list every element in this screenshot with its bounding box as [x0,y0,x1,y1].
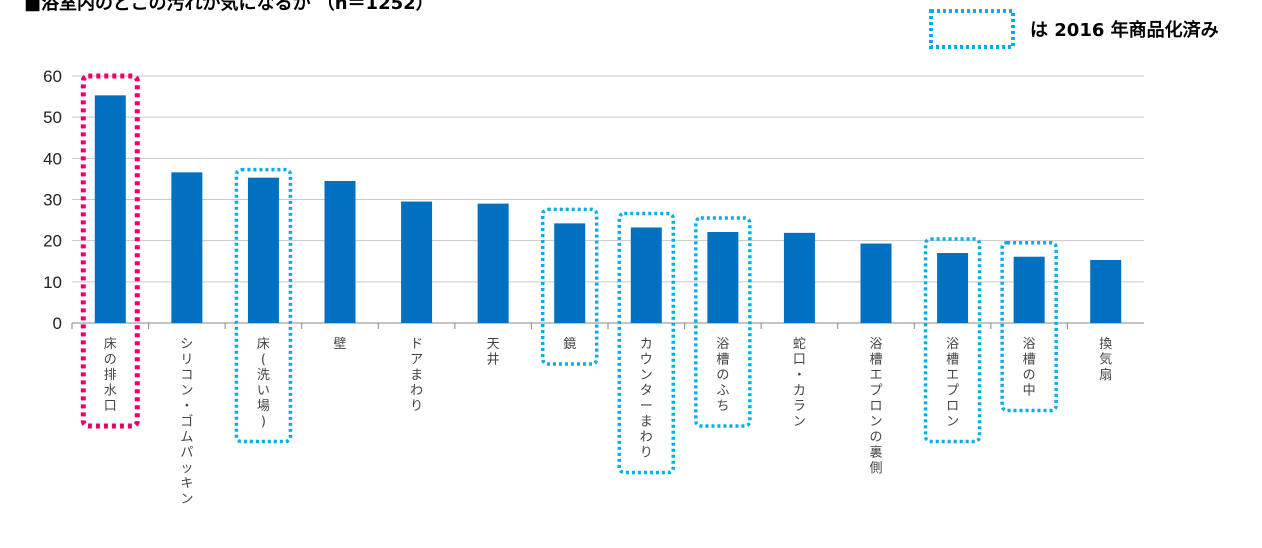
x-tick-label: カウンターまわり [640,337,653,461]
chart-title: ■浴室内のどこの汚れが気になるか （n＝1252） [24,0,434,14]
y-tick-label: 10 [43,273,62,292]
bar [477,203,509,323]
y-tick-label: 20 [43,232,62,251]
x-tick-label: 床の排水口 [104,337,117,414]
bar [1090,260,1122,323]
y-tick-label: 50 [43,108,62,127]
x-tick-label: シリコン・ゴムパッキン [180,337,193,507]
bar [171,172,203,323]
bar [937,253,969,323]
bar [324,180,356,323]
y-tick-label: 60 [43,67,62,86]
x-tick-label: 壁 [333,337,346,352]
bar [630,227,662,323]
bar [783,232,815,323]
bar [247,177,279,323]
x-tick-label: 浴槽の中 [1023,337,1036,399]
x-tick-label: 床(洗い場) [257,337,270,430]
commercialized-box [694,216,752,428]
x-tick-label: 鏡 [563,337,576,352]
commercialized-box [617,211,676,475]
bar [401,201,433,323]
y-tick-label: 0 [53,314,62,333]
bar [1013,256,1045,323]
x-tick-label: 浴槽エプロン [946,337,959,430]
bar [94,95,126,324]
x-tick-label: 天井 [487,337,500,368]
x-tick-label: 浴槽エプロンの裏側 [869,337,882,476]
bar [554,223,586,323]
legend-swatch [929,9,1015,49]
x-tick-label: 浴槽のふち [716,337,729,414]
legend: は 2016 年商品化済み [929,9,1219,49]
y-tick-label: 40 [43,149,62,168]
commercialized-box [234,167,293,444]
y-tick-label: 30 [43,191,62,210]
x-tick-label: ドアまわり [410,337,423,414]
bar [707,232,739,323]
x-tick-label: 蛇口・カラン [793,337,806,430]
bar [860,243,892,323]
x-tick-label: 換気扇 [1099,337,1112,383]
legend-label: は 2016 年商品化済み [1030,19,1219,41]
